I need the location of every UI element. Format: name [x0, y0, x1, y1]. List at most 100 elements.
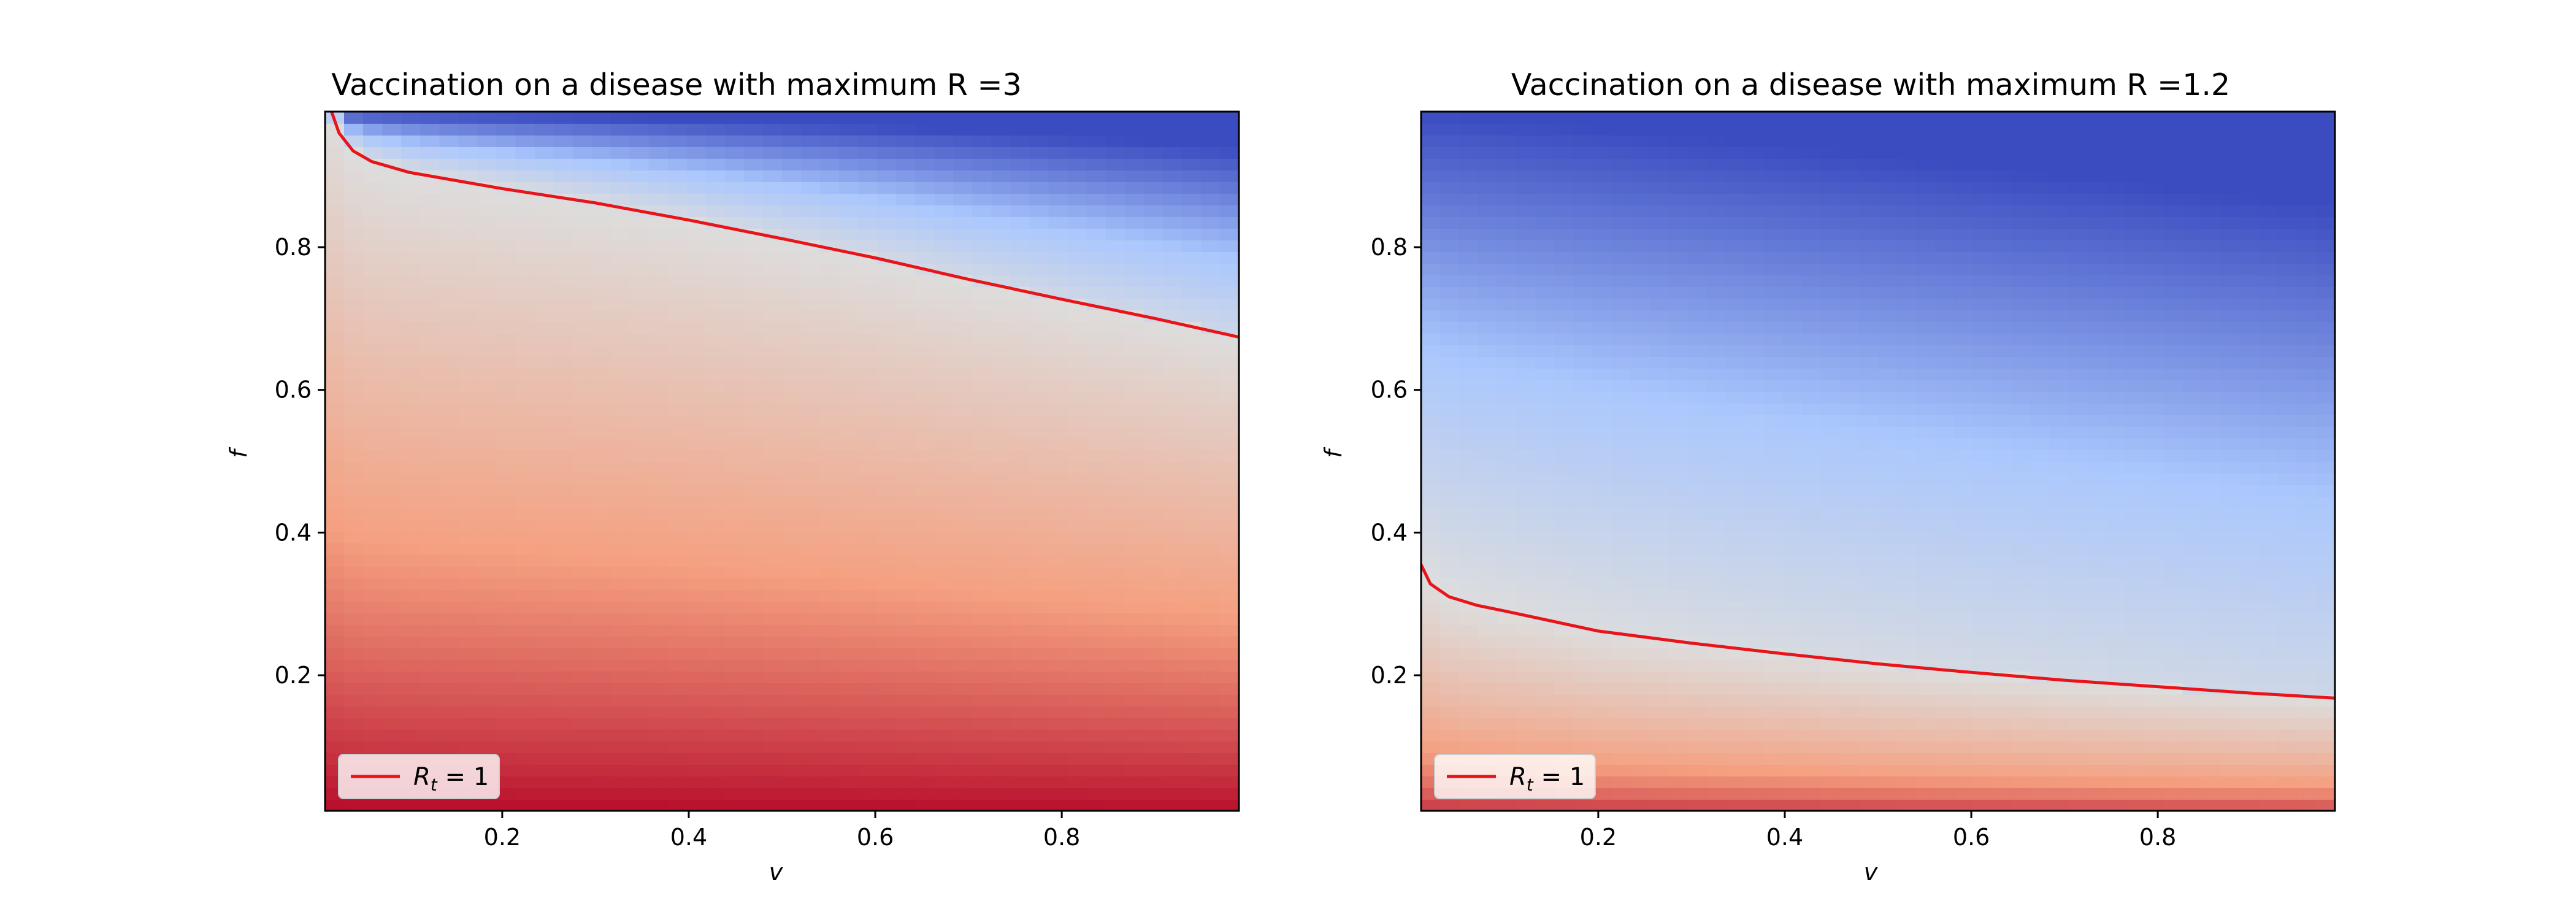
- heatmap-cell: [458, 415, 478, 427]
- heatmap-cell: [515, 147, 535, 159]
- heatmap-cell: [1878, 566, 1898, 578]
- heatmap-cell: [686, 380, 707, 392]
- heatmap-cell: [762, 147, 783, 159]
- heatmap-cell: [972, 333, 992, 345]
- heatmap-cell: [1421, 147, 1441, 159]
- heatmap-cell: [496, 438, 516, 450]
- heatmap-cell: [991, 683, 1011, 695]
- heatmap-cell: [782, 275, 802, 287]
- heatmap-cell: [648, 659, 669, 672]
- heatmap-cell: [953, 182, 973, 194]
- heatmap-cell: [1878, 473, 1898, 485]
- heatmap-cell: [1725, 648, 1746, 660]
- heatmap-cell: [2068, 764, 2088, 776]
- heatmap-cell: [610, 170, 631, 182]
- heatmap-cell: [686, 589, 707, 602]
- heatmap-cell: [1535, 158, 1555, 171]
- heatmap-cell: [667, 321, 688, 334]
- heatmap-cell: [1668, 158, 1689, 171]
- heatmap-cell: [610, 718, 631, 730]
- heatmap-cell: [610, 321, 631, 334]
- heatmap-cell: [1162, 706, 1183, 718]
- heatmap-cell: [1086, 112, 1106, 124]
- heatmap-cell: [572, 613, 592, 625]
- heatmap-cell: [1554, 240, 1574, 252]
- heatmap-cell: [1459, 438, 1479, 450]
- heatmap-cell: [496, 380, 516, 392]
- heatmap-cell: [325, 368, 345, 380]
- heatmap-cell: [344, 321, 364, 334]
- heatmap-cell: [915, 566, 935, 578]
- heatmap-cell: [610, 613, 631, 625]
- heatmap-cell: [515, 589, 535, 602]
- heatmap-cell: [1440, 531, 1460, 543]
- heatmap-cell: [1535, 205, 1555, 217]
- heatmap-cell: [1440, 636, 1460, 648]
- heatmap-cell: [686, 147, 707, 159]
- heatmap-cell: [667, 391, 688, 404]
- heatmap-cell: [1029, 170, 1049, 182]
- heatmap-cell: [401, 531, 421, 543]
- heatmap-cell: [801, 450, 821, 462]
- heatmap-cell: [953, 391, 973, 404]
- heatmap-cell: [1782, 182, 1803, 194]
- heatmap-cell: [1706, 228, 1727, 240]
- heatmap-cell: [515, 683, 535, 695]
- heatmap-cell: [1668, 426, 1689, 439]
- heatmap-cell: [1143, 438, 1163, 450]
- heatmap-cell: [1010, 426, 1030, 439]
- heatmap-cell: [1554, 718, 1574, 730]
- heatmap-cell: [1516, 694, 1536, 707]
- heatmap-cell: [1897, 310, 1917, 322]
- heatmap-cell: [972, 531, 992, 543]
- heatmap-cell: [1935, 112, 1955, 124]
- heatmap-cell: [743, 496, 764, 508]
- heatmap-cell: [724, 286, 745, 299]
- heatmap-cell: [629, 217, 650, 229]
- heatmap-cell: [1973, 659, 1993, 672]
- heatmap-cell: [801, 776, 821, 788]
- heatmap-cell: [2011, 613, 2031, 625]
- heatmap-cell: [858, 613, 878, 625]
- heatmap-cell: [420, 298, 440, 310]
- heatmap-cell: [1668, 496, 1689, 508]
- heatmap-cell: [1067, 391, 1087, 404]
- heatmap-cell: [1440, 496, 1460, 508]
- heatmap-cell: [896, 741, 916, 753]
- heatmap-cell: [2011, 461, 2031, 473]
- heatmap-cell: [896, 694, 916, 707]
- heatmap-cell: [1010, 240, 1030, 252]
- heatmap-cell: [534, 753, 554, 765]
- heatmap-cell: [629, 415, 650, 427]
- heatmap-cell: [1630, 403, 1650, 415]
- heatmap-cell: [401, 741, 421, 753]
- heatmap-cell: [553, 321, 573, 334]
- heatmap-cell: [1916, 776, 1936, 788]
- heatmap-cell: [1801, 496, 1822, 508]
- heatmap-cell: [1935, 578, 1955, 590]
- heatmap-cell: [439, 345, 459, 357]
- heatmap-cell: [1124, 193, 1144, 205]
- heatmap-cell: [420, 380, 440, 392]
- heatmap-cell: [877, 123, 897, 136]
- heatmap-cell: [1668, 182, 1689, 194]
- heatmap-cell: [724, 601, 745, 613]
- heatmap-cell: [1592, 391, 1612, 404]
- heatmap-cell: [515, 356, 535, 369]
- heatmap-cell: [325, 380, 345, 392]
- heatmap-cell: [420, 321, 440, 334]
- heatmap-cell: [1763, 554, 1784, 567]
- heatmap-cell: [515, 158, 535, 171]
- heatmap-cell: [1181, 776, 1202, 788]
- heatmap-cell: [877, 275, 897, 287]
- heatmap-cell: [1744, 741, 1765, 753]
- heatmap-cell: [1687, 251, 1708, 264]
- heatmap-cell: [1029, 333, 1049, 345]
- heatmap-cell: [762, 403, 783, 415]
- heatmap-cell: [1897, 438, 1917, 450]
- heatmap-cell: [972, 776, 992, 788]
- heatmap-cell: [553, 753, 573, 765]
- heatmap-cell: [1554, 508, 1574, 520]
- y-tick-label: 0.4: [275, 519, 312, 546]
- heatmap-cell: [458, 508, 478, 520]
